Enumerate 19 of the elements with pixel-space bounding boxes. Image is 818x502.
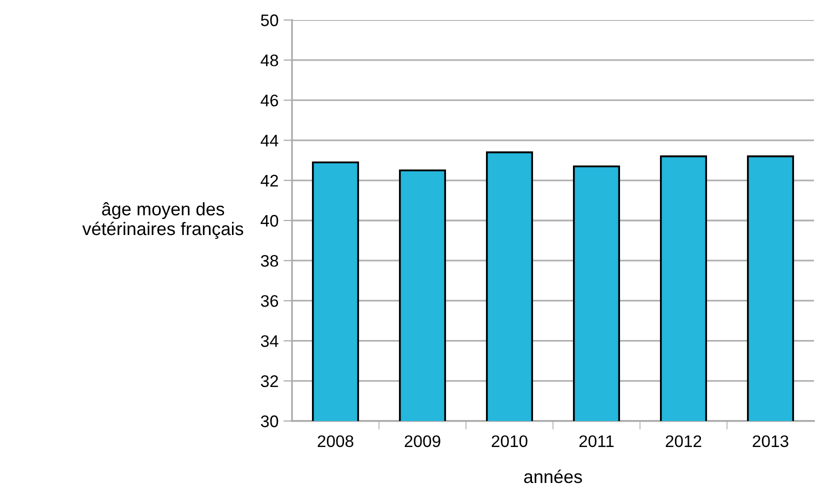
- x-axis-title: années: [524, 470, 582, 484]
- y-axis-title: âge moyen des vétérinaires français: [82, 202, 244, 239]
- x-tick-label: 2008: [318, 435, 354, 448]
- y-tick-label: 46: [260, 94, 278, 106]
- y-tick-label: 42: [260, 174, 278, 186]
- x-tick-label: 2011: [579, 435, 614, 448]
- y-tick-label: 50: [260, 14, 278, 26]
- y-tick-label: 48: [260, 54, 278, 66]
- y-tick-label: 36: [260, 295, 278, 307]
- x-tick-label: 2012: [666, 435, 702, 448]
- x-tick-label: 2009: [404, 435, 440, 448]
- x-tick-label: 2013: [752, 435, 788, 448]
- y-tick-label: 30: [260, 415, 278, 428]
- y-tick-label: 40: [260, 214, 278, 227]
- x-tick-label: 2010: [492, 435, 528, 448]
- y-tick-label: 32: [260, 375, 278, 388]
- y-tick-label: 44: [260, 134, 278, 146]
- y-tick-label: 34: [260, 335, 278, 348]
- y-tick-label: 38: [260, 255, 278, 267]
